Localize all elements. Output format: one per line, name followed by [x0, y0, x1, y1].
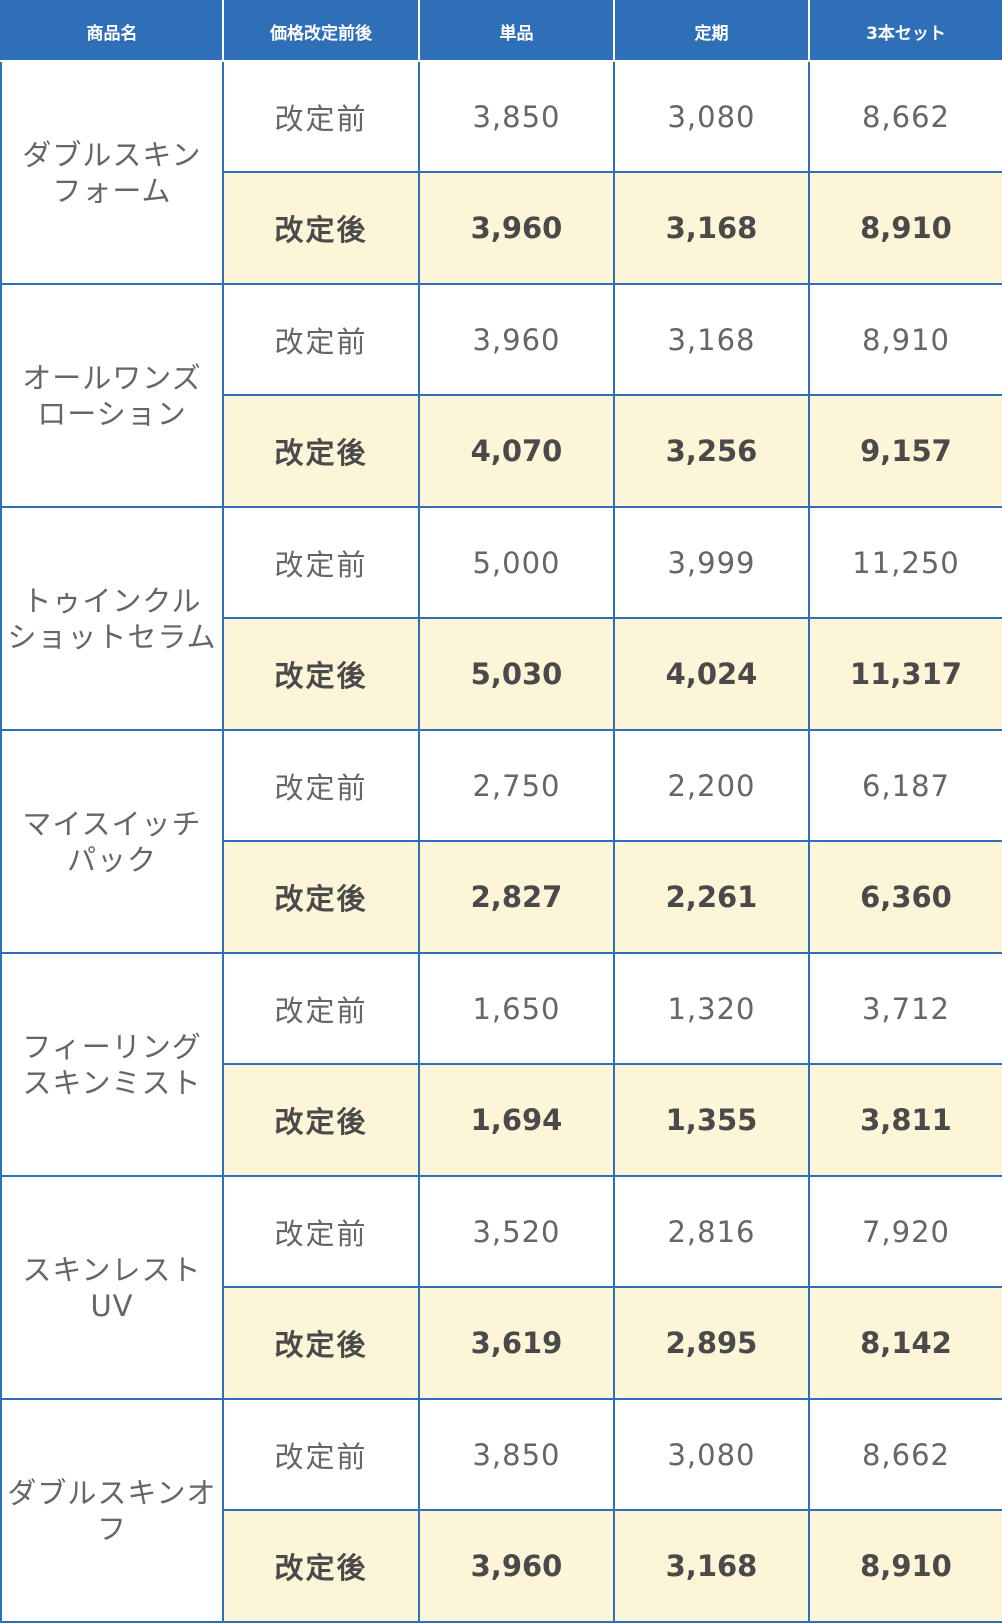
before-label: 改定前	[222, 1398, 420, 1511]
product-name-line: ダブルスキンオフ	[7, 1475, 217, 1546]
table-row-before: マイスイッチ パック 改定前 2,750 2,200 6,187	[0, 729, 1002, 954]
price-single-before: 1,650	[418, 952, 615, 1065]
product-name-line: スキンレストUV	[22, 1252, 202, 1323]
header-three-set: 3本セット	[808, 0, 1002, 62]
before-label: 改定前	[222, 1175, 420, 1288]
price-subscription-after: 3,256	[613, 394, 810, 508]
price-set-after: 8,910	[808, 171, 1002, 285]
price-single-before: 5,000	[418, 506, 615, 619]
price-subscription-before: 3,080	[613, 60, 810, 173]
price-subscription-before: 3,168	[613, 283, 810, 396]
product-name-cell: フィーリング スキンミスト	[0, 952, 224, 1177]
price-set-before: 7,920	[808, 1175, 1002, 1288]
table-row-before: フィーリング スキンミスト 改定前 1,650 1,320 3,712	[0, 952, 1002, 1177]
header-single: 単品	[418, 0, 615, 62]
price-single-after: 3,960	[418, 1509, 615, 1623]
price-set-after: 11,317	[808, 617, 1002, 731]
product-name-cell: マイスイッチ パック	[0, 729, 224, 954]
before-label: 改定前	[222, 729, 420, 842]
after-label: 改定後	[222, 171, 420, 285]
after-label: 改定後	[222, 1063, 420, 1177]
price-set-after: 8,142	[808, 1286, 1002, 1400]
price-set-after: 6,360	[808, 840, 1002, 954]
price-subscription-before: 3,999	[613, 506, 810, 619]
product-name-line: パック	[66, 842, 157, 877]
before-label: 改定前	[222, 952, 420, 1065]
table-row-before: ダブルスキンオフ 改定前 3,850 3,080 8,662	[0, 1398, 1002, 1623]
price-single-before: 3,850	[418, 1398, 615, 1511]
price-single-after: 1,694	[418, 1063, 615, 1177]
price-set-before: 8,910	[808, 283, 1002, 396]
table-row-after: 改定後 2,827 2,261 6,360	[1, 840, 1002, 954]
table-row-before: トゥインクル ショットセラム 改定前 5,000 3,999 11,250	[0, 506, 1002, 731]
table-row-after: 改定後 5,030 4,024 11,317	[1, 617, 1002, 731]
product-name-line: ショットセラム	[7, 619, 217, 654]
price-single-before: 3,960	[418, 283, 615, 396]
product-name-line: フィーリング	[22, 1029, 202, 1064]
table-row-before: スキンレストUV 改定前 3,520 2,816 7,920	[0, 1175, 1002, 1400]
price-subscription-before: 2,200	[613, 729, 810, 842]
price-single-after: 2,827	[418, 840, 615, 954]
after-label: 改定後	[222, 1509, 420, 1623]
price-single-after: 3,619	[418, 1286, 615, 1400]
table-body: ダブルスキン フォーム 改定前 3,850 3,080 8,662 改定後 3,…	[0, 60, 1002, 1623]
product-name-line: オールワンズ	[22, 360, 202, 395]
header-product-name: 商品名	[0, 0, 224, 62]
price-set-before: 3,712	[808, 952, 1002, 1065]
price-set-before: 8,662	[808, 60, 1002, 173]
price-subscription-after: 3,168	[613, 171, 810, 285]
product-name-cell: ダブルスキンオフ	[0, 1398, 224, 1623]
price-subscription-before: 1,320	[613, 952, 810, 1065]
product-name-line: フォーム	[52, 173, 172, 208]
product-name-line: マイスイッチ	[22, 806, 202, 841]
price-single-before: 3,520	[418, 1175, 615, 1288]
price-subscription-before: 2,816	[613, 1175, 810, 1288]
before-label: 改定前	[222, 506, 420, 619]
after-label: 改定後	[222, 394, 420, 508]
table-row-before: ダブルスキン フォーム 改定前 3,850 3,080 8,662	[0, 60, 1002, 285]
product-name-line: トゥインクル	[22, 583, 202, 618]
price-subscription-before: 3,080	[613, 1398, 810, 1511]
product-name-cell: スキンレストUV	[0, 1175, 224, 1400]
price-single-after: 5,030	[418, 617, 615, 731]
price-subscription-after: 2,895	[613, 1286, 810, 1400]
after-label: 改定後	[222, 1286, 420, 1400]
product-name-cell: オールワンズ ローション	[0, 283, 224, 508]
table-row-before: オールワンズ ローション 改定前 3,960 3,168 8,910	[0, 283, 1002, 508]
before-label: 改定前	[222, 283, 420, 396]
table-header: 商品名 価格改定前後 単品 定期 3本セット	[0, 0, 1002, 62]
price-subscription-after: 4,024	[613, 617, 810, 731]
price-set-after: 3,811	[808, 1063, 1002, 1177]
table-row-after: 改定後 4,070 3,256 9,157	[1, 394, 1002, 508]
price-set-after: 8,910	[808, 1509, 1002, 1623]
table-row-after: 改定後 1,694 1,355 3,811	[1, 1063, 1002, 1177]
price-set-before: 8,662	[808, 1398, 1002, 1511]
product-name-cell: トゥインクル ショットセラム	[0, 506, 224, 731]
table-row-after: 改定後 3,619 2,895 8,142	[1, 1286, 1002, 1400]
after-label: 改定後	[222, 840, 420, 954]
product-name-line: スキンミスト	[22, 1065, 202, 1100]
price-subscription-after: 1,355	[613, 1063, 810, 1177]
product-name-line: ダブルスキン	[22, 137, 202, 172]
after-label: 改定後	[222, 617, 420, 731]
price-subscription-after: 3,168	[613, 1509, 810, 1623]
price-single-before: 2,750	[418, 729, 615, 842]
product-name-line: ローション	[37, 396, 187, 431]
table-row-after: 改定後 3,960 3,168 8,910	[1, 1509, 1002, 1623]
header-subscription: 定期	[613, 0, 810, 62]
header-price-revision: 価格改定前後	[222, 0, 420, 62]
table-row-after: 改定後 3,960 3,168 8,910	[1, 171, 1002, 285]
price-single-before: 3,850	[418, 60, 615, 173]
price-single-after: 3,960	[418, 171, 615, 285]
price-subscription-after: 2,261	[613, 840, 810, 954]
product-name-cell: ダブルスキン フォーム	[0, 60, 224, 285]
before-label: 改定前	[222, 60, 420, 173]
price-set-before: 11,250	[808, 506, 1002, 619]
price-set-after: 9,157	[808, 394, 1002, 508]
price-set-before: 6,187	[808, 729, 1002, 842]
price-single-after: 4,070	[418, 394, 615, 508]
header-row: 商品名 価格改定前後 単品 定期 3本セット	[0, 0, 1002, 62]
